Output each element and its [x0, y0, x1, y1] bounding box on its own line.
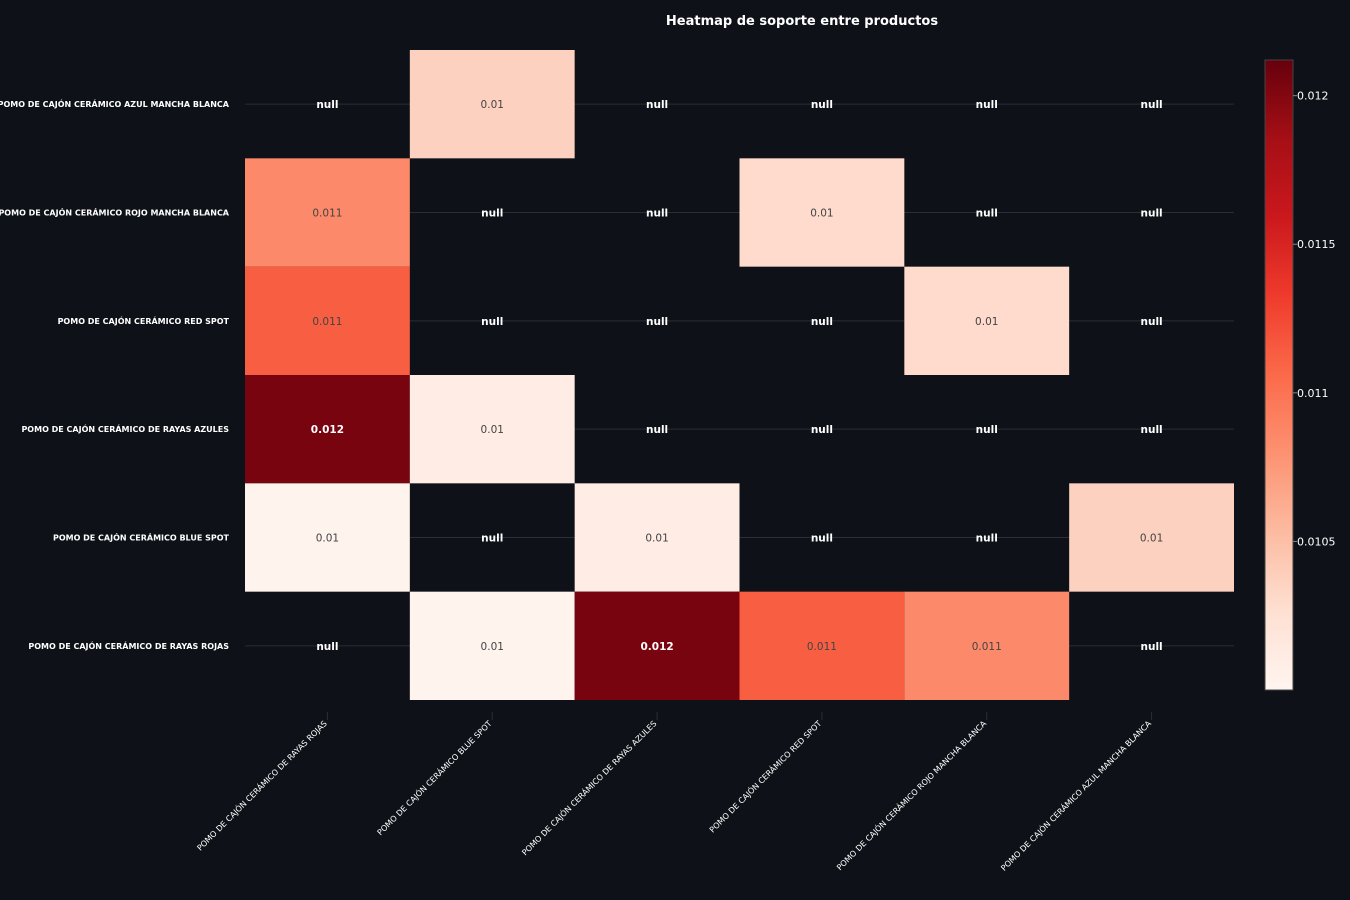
colorbar-tick-label: 0.011 [1297, 387, 1329, 400]
cell-label: 0.01 [1140, 533, 1163, 545]
y-tick-label: POMO DE CAJÓN CERÁMICO ROJO MANCHA BLANC… [0, 207, 230, 218]
cell-label: null [646, 316, 668, 328]
cell-label: 0.01 [645, 533, 668, 545]
cell-label: 0.011 [972, 641, 1002, 653]
heatmap-cells [245, 50, 1234, 700]
cell-label: null [481, 208, 503, 220]
cell-label: null [646, 424, 668, 436]
heatmap-cell [574, 483, 740, 592]
cell-label: null [316, 99, 338, 111]
y-tick-label: POMO DE CAJÓN CERÁMICO DE RAYAS AZULES [21, 423, 229, 434]
x-tick-label: POMO DE CAJÓN CERÁMICO BLUE SPOT [374, 718, 494, 838]
chart-title: Heatmap de soporte entre productos [666, 14, 938, 29]
x-tick-label: POMO DE CAJÓN CERÁMICO RED SPOT [706, 718, 823, 835]
x-tick-label: POMO DE CAJÓN CERÁMICO DE RAYAS ROJAS [194, 718, 329, 853]
y-tick-label: POMO DE CAJÓN CERÁMICO RED SPOT [58, 315, 230, 326]
heatmap-cell [409, 591, 575, 700]
cell-label: null [811, 424, 833, 436]
cell-label: null [481, 533, 503, 545]
colorbar-tick-label: 0.0115 [1297, 238, 1336, 251]
cell-label: null [1141, 641, 1163, 653]
heatmap-cell [245, 158, 410, 267]
cell-label: 0.01 [481, 424, 504, 436]
y-tick-label: POMO DE CAJÓN CERÁMICO BLUE SPOT [53, 532, 230, 543]
cell-label: null [976, 533, 998, 545]
cell-label: 0.01 [316, 533, 339, 545]
cell-label: null [481, 316, 503, 328]
x-tick-label: POMO DE CAJÓN CERÁMICO ROJO MANCHA BLANC… [834, 717, 989, 872]
cell-label: null [976, 99, 998, 111]
colorbar-tick-label: 0.012 [1297, 90, 1329, 103]
heatmap-cell [245, 375, 410, 484]
cell-label: null [1141, 208, 1163, 220]
cell-label: null [811, 99, 833, 111]
cell-label: 0.012 [311, 424, 344, 436]
cell-label: null [976, 208, 998, 220]
heatmap-cell [245, 266, 410, 375]
colorbar-tick-label: 0.0105 [1297, 535, 1336, 548]
cell-label: null [646, 99, 668, 111]
cell-label: null [976, 424, 998, 436]
colorbar: 0.0105 0.011 0.0115 0.012 [1264, 59, 1336, 691]
cell-label: null [1141, 99, 1163, 111]
y-axis-labels: POMO DE CAJÓN CERÁMICO AZUL MANCHA BLANC… [0, 98, 230, 651]
x-tick-label: POMO DE CAJÓN CERÁMICO DE RAYAS AZULES [519, 718, 659, 858]
cell-label: 0.01 [481, 99, 504, 111]
cell-label: 0.01 [810, 208, 833, 220]
heatmap-cell [739, 158, 905, 267]
heatmap-cell [904, 591, 1070, 700]
cell-label: null [1141, 316, 1163, 328]
cell-label: 0.012 [640, 641, 673, 653]
cell-label: null [1141, 424, 1163, 436]
heatmap-cell [409, 50, 575, 159]
x-axis-labels: POMO DE CAJÓN CERÁMICO DE RAYAS ROJAS POM… [194, 717, 1153, 872]
cell-label: 0.011 [312, 208, 342, 220]
heatmap-cell [574, 591, 740, 700]
cell-label: 0.01 [481, 641, 504, 653]
cell-label: null [316, 641, 338, 653]
cell-labels: null 0.01 null null null null 0.011 null null 0.0… [311, 99, 1163, 653]
heatmap-cell [245, 483, 410, 592]
cell-label: 0.01 [975, 316, 998, 328]
heatmap-cell [739, 591, 905, 700]
cell-label: 0.011 [312, 316, 342, 328]
cell-label: null [811, 316, 833, 328]
cell-label: null [811, 533, 833, 545]
heatmap-cell [904, 266, 1070, 375]
heatmap-cell [409, 375, 575, 484]
cell-label: 0.011 [807, 641, 837, 653]
x-tick-label: POMO DE CAJÓN CERÁMICO AZUL MANCHA BLANC… [998, 717, 1153, 872]
colorbar-gradient [1264, 59, 1294, 691]
y-tick-label: POMO DE CAJÓN CERÁMICO DE RAYAS ROJAS [28, 640, 229, 651]
cell-label: null [646, 208, 668, 220]
heatmap-cell [1069, 483, 1234, 592]
y-tick-label: POMO DE CAJÓN CERÁMICO AZUL MANCHA BLANC… [0, 98, 230, 109]
